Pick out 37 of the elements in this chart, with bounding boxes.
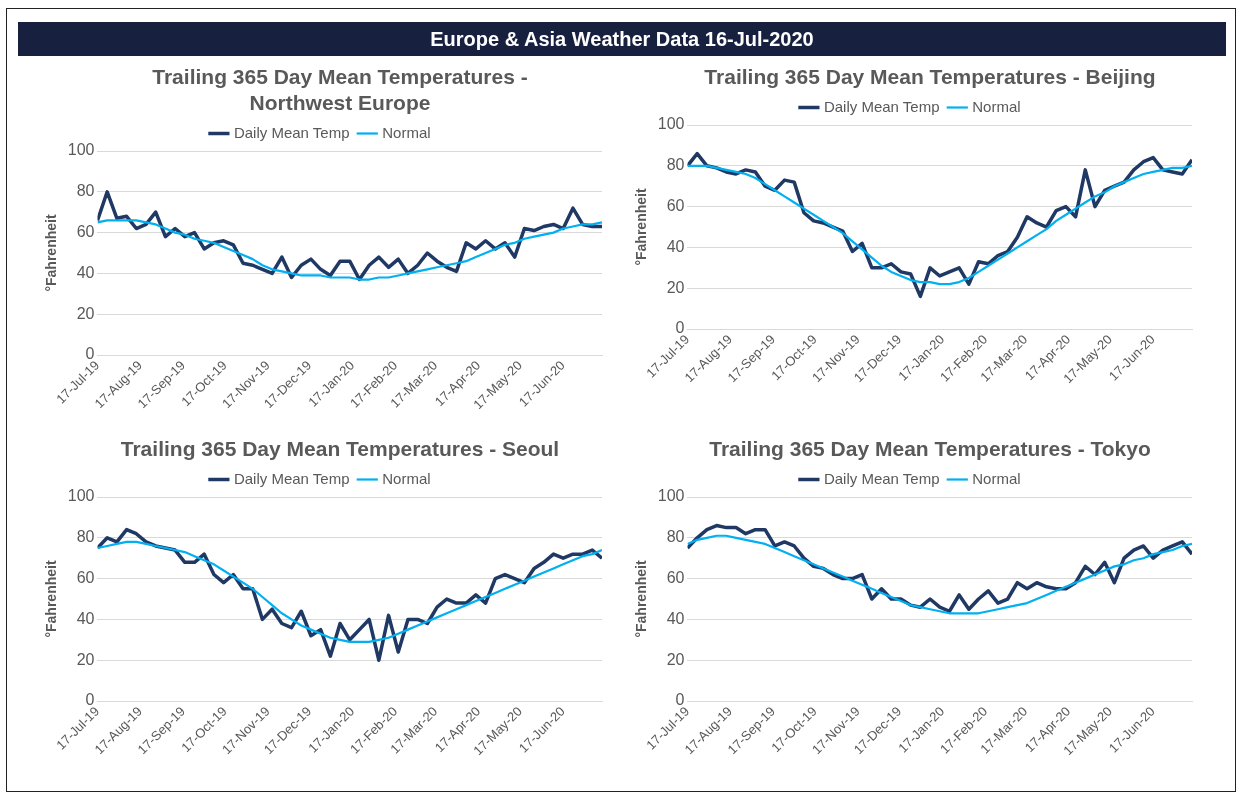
y-axis-title: °Fahrenheit [43, 560, 60, 638]
y-tick-label: 40 [666, 237, 685, 255]
chart-title: Trailing 365 Day Mean Temperatures - Northwest Europe [151, 64, 529, 116]
y-tick-label: 20 [666, 650, 685, 668]
text: Europe & Asia Weather Data 16-Jul-2020 [18, 22, 1226, 56]
y-tick-label: 80 [76, 182, 95, 200]
y-tick-label: 80 [76, 528, 95, 546]
y-tick-label: 60 [76, 569, 95, 587]
y-axis-title: °Fahrenheit [43, 214, 60, 292]
chart-title: Trailing 365 Day Mean Temperatures - Tokyo [708, 436, 1152, 462]
legend-label: Daily Mean Temp [823, 469, 940, 487]
y-tick-label: 60 [666, 197, 685, 215]
y-tick-label: 40 [666, 609, 685, 627]
y-tick-label: 100 [657, 115, 685, 133]
y-tick-label: 20 [666, 278, 685, 296]
legend-label: Daily Mean Temp [823, 97, 940, 115]
legend-label: Daily Mean Temp [233, 469, 350, 487]
y-axis-title: °Fahrenheit [633, 560, 650, 638]
y-tick-label: 80 [666, 156, 685, 174]
legend-label: Daily Mean Temp [233, 123, 350, 141]
y-tick-label: 100 [67, 487, 95, 505]
chart-title: Trailing 365 Day Mean Temperatures - Beijing [703, 64, 1157, 90]
chart-title: Trailing 365 Day Mean Temperatures - Seoul [119, 436, 561, 462]
y-tick-label: 40 [76, 609, 95, 627]
y-tick-label: 100 [657, 487, 685, 505]
legend-label: Normal [382, 123, 431, 141]
legend-label: Normal [972, 469, 1021, 487]
y-tick-label: 20 [76, 304, 95, 322]
y-tick-label: 20 [76, 650, 95, 668]
legend-label: Normal [972, 97, 1021, 115]
y-axis-title: °Fahrenheit [633, 188, 650, 266]
legend-label: Normal [382, 469, 431, 487]
y-tick-label: 60 [76, 223, 95, 241]
y-tick-label: 40 [76, 263, 95, 281]
y-tick-label: 100 [67, 141, 95, 159]
y-tick-label: 80 [666, 528, 685, 546]
y-tick-label: 60 [666, 569, 685, 587]
